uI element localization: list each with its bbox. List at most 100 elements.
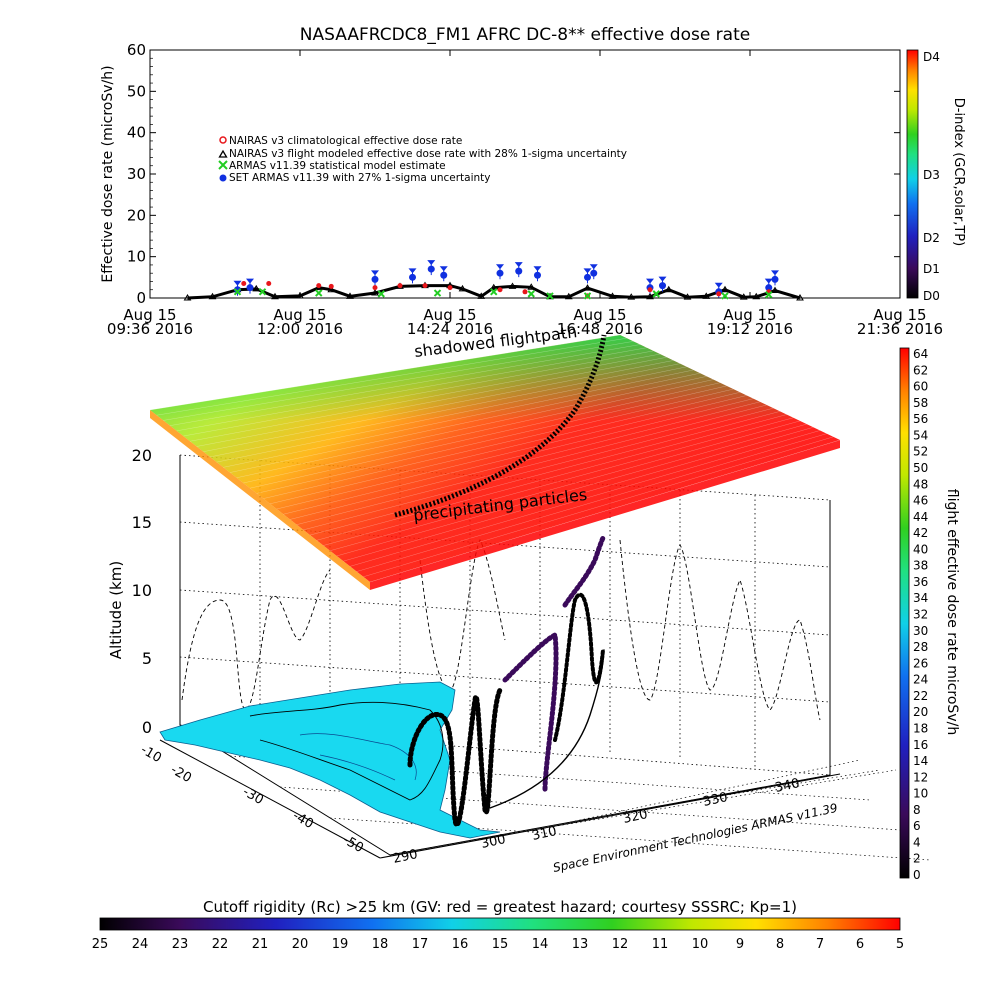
- dose-rate-tick: 46: [913, 494, 928, 508]
- y-tick-label: 0: [136, 289, 146, 307]
- surface-hatch-line: [249, 382, 721, 489]
- legend-label: SET ARMAS v11.39 with 27% 1-sigma uncert…: [229, 172, 491, 184]
- dose-rate-tick: 28: [913, 640, 928, 654]
- triangle-point: [346, 292, 354, 299]
- set-armas-point: [584, 273, 591, 281]
- dose-rate-tick: 30: [913, 624, 928, 638]
- dose-rate-colorbar: 6462605856545250484644424038363432302826…: [899, 347, 960, 882]
- surface-hatch-line: [183, 350, 654, 437]
- climatological-point: [241, 281, 247, 287]
- latitude-tick: -10: [138, 742, 164, 766]
- error-cap: [246, 278, 254, 284]
- surface-hatch-line: [229, 372, 701, 473]
- x-tick-label-date: Aug 15: [423, 306, 476, 324]
- cutoff-rigidity-colorbar: Cutoff rigidity (Rc) >25 km (GV: red = g…: [92, 898, 904, 952]
- altitude-tick: 0: [142, 718, 152, 737]
- 3d-scene: shadowed flightpath precipitating partic…: [107, 322, 931, 875]
- d-index-colorbar: D4 D3 D2 D1 D0 D-index (GCR,solar,TP): [906, 49, 966, 303]
- legend-item-armas-model: ARMAS v11.39 statistical model estimate: [218, 160, 446, 172]
- dose-rate-tick: 56: [913, 412, 928, 426]
- surface-hatch-line: [369, 439, 841, 583]
- x-tick-label-time: 09:36 2016: [107, 320, 193, 338]
- surface-hatch-line: [203, 360, 674, 452]
- cutoff-rigidity-tick: 17: [412, 937, 429, 952]
- cutoff-rigidity-tick: 23: [172, 937, 189, 952]
- x-tick-label-time: 21:36 2016: [857, 320, 943, 338]
- cutoff-rigidity-ticks: 25 24 23 22 21 20 19 18 17 16 15 14 13 12 11 10 9 8 7 6 5: [92, 937, 904, 952]
- armas-model-point: [233, 288, 242, 296]
- climatological-point: [397, 283, 403, 289]
- x-tick-label-time: 14:24 2016: [407, 320, 493, 338]
- triangle-point: [646, 292, 654, 300]
- dose-rate-tick: 60: [913, 380, 928, 394]
- surface-hatch-line: [256, 385, 727, 494]
- dose-rate-tick: 16: [913, 738, 928, 752]
- cutoff-rigidity-tick: 8: [776, 937, 784, 952]
- cutoff-rigidity-tick: 19: [332, 937, 349, 952]
- dose-rate-tick: 62: [913, 363, 928, 377]
- cutoff-rigidity-tick: 13: [572, 937, 589, 952]
- cutoff-rigidity-tick: 18: [372, 937, 389, 952]
- dose-rate-tick: 26: [913, 656, 928, 670]
- set-armas-point: [496, 269, 504, 277]
- y-tick-label: 50: [127, 82, 146, 100]
- series-line-flight-modeled: [187, 284, 801, 300]
- x-tick-label-date: Aug 15: [273, 306, 326, 324]
- triangle-point: [327, 285, 336, 293]
- d-index-tick: D3: [923, 168, 940, 182]
- triangle-point: [583, 284, 592, 291]
- triangle-point: [683, 293, 692, 300]
- triangle-point: [477, 292, 486, 299]
- surface-hatch-line: [363, 436, 834, 578]
- d-index-tick: D1: [923, 262, 940, 276]
- armas-model-point: [377, 290, 385, 298]
- armas-model-point: [583, 292, 592, 300]
- triangle-point: [702, 292, 711, 299]
- armas-model-point: [721, 292, 729, 300]
- surface-hatch-line: [223, 369, 694, 468]
- armas-model-point: [546, 292, 554, 300]
- climatological-point: [422, 283, 428, 289]
- dose-rate-tick: 2: [913, 852, 921, 866]
- chart-title: NASAAFRCDC8_FM1 AFRC DC-8** effective do…: [300, 25, 750, 45]
- legend-marker-dot: [219, 174, 227, 182]
- altitude-tick: 15: [132, 513, 152, 532]
- precipitating-particles-surface: [149, 334, 841, 590]
- coastline: [249, 701, 444, 801]
- error-cap: [764, 278, 773, 284]
- d-index-tick: D0: [923, 289, 940, 303]
- dose-rate-tick: 6: [913, 819, 921, 833]
- triangle-point: [564, 292, 573, 300]
- triangle-point: [458, 284, 467, 292]
- altitude-tick: 10: [132, 581, 152, 600]
- surface-hatch-line: [309, 411, 781, 536]
- dose-rate-tick: 38: [913, 559, 928, 573]
- dose-rate-tick: 42: [913, 526, 928, 540]
- latitude-tick: -30: [240, 784, 266, 808]
- cutoff-rigidity-tick: 15: [492, 937, 509, 952]
- triangle-point: [489, 283, 498, 291]
- climatological-point: [522, 289, 528, 295]
- surface-hatch-line: [169, 344, 641, 426]
- surface-hatch-line: [323, 417, 794, 546]
- longitude-tick: 320: [622, 807, 649, 827]
- surface-hatch-line: [209, 363, 681, 458]
- credit-text: Space Environment Technologies ARMAS v11…: [552, 801, 839, 875]
- error-cap: [514, 262, 523, 268]
- y-tick-label: 30: [127, 165, 146, 183]
- surface-hatch-line: [336, 423, 807, 557]
- error-cap: [233, 280, 242, 286]
- flight-tracks-3d: [407, 535, 606, 827]
- armas-model-point: [765, 290, 773, 299]
- dose-rate-tick: 20: [913, 705, 928, 719]
- flight-path-top: [394, 334, 607, 518]
- set-armas-point: [409, 273, 416, 281]
- longitude-tick: 300: [480, 832, 507, 852]
- armas-model-point: [315, 289, 323, 297]
- triangle-point: [608, 292, 617, 299]
- x-tick-label-date: Aug 15: [723, 306, 776, 324]
- set-armas-point: [234, 286, 241, 294]
- set-armas-point: [534, 271, 541, 279]
- surface-hatch-line: [283, 398, 754, 515]
